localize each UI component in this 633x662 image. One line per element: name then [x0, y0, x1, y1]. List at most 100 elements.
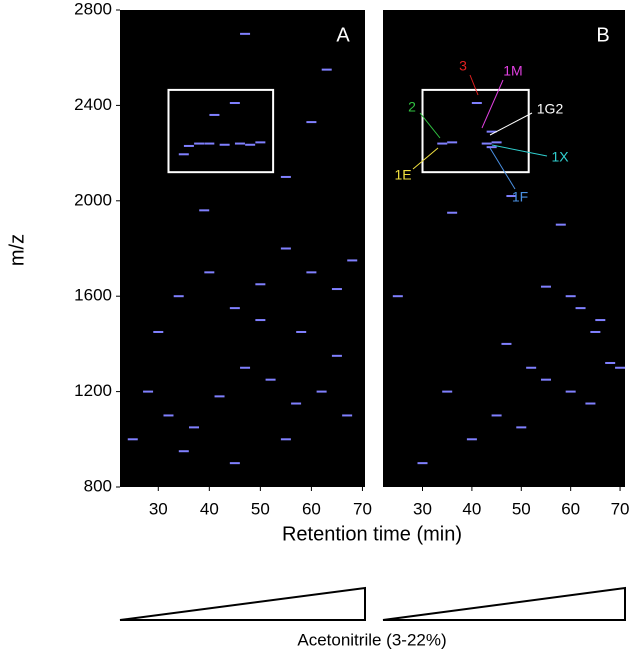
annotation: 1G2 — [537, 101, 564, 117]
spot — [296, 330, 307, 333]
spot — [255, 283, 266, 286]
x-tick-label: 50 — [251, 499, 270, 518]
y-tick-label: 1200 — [74, 381, 112, 400]
spot — [240, 366, 251, 369]
y-tick-label: 1600 — [74, 286, 112, 305]
y-tick-label: 2000 — [74, 190, 112, 209]
x-tick-label: 60 — [302, 499, 321, 518]
annotation: 1M — [503, 63, 522, 79]
spot — [506, 195, 517, 198]
spot — [255, 141, 266, 144]
spot — [347, 259, 358, 262]
spot — [204, 271, 215, 274]
spot — [491, 414, 502, 417]
gradient-label: Acetonitrile (3-22%) — [297, 630, 446, 649]
spot — [245, 143, 256, 146]
x-tick-label: 70 — [353, 499, 372, 518]
spot — [178, 450, 189, 453]
spot — [178, 153, 189, 156]
plot-area — [383, 10, 625, 487]
x-tick-label: 30 — [413, 499, 432, 518]
spot — [540, 285, 551, 288]
spot — [575, 307, 586, 310]
spot — [234, 142, 245, 145]
spot — [555, 223, 566, 226]
spot — [447, 141, 458, 144]
spot — [516, 426, 527, 429]
spot — [204, 142, 215, 145]
spot — [540, 378, 551, 381]
spot — [565, 390, 576, 393]
spot — [321, 68, 332, 71]
spot — [183, 144, 194, 147]
spot — [590, 330, 601, 333]
spot — [442, 390, 453, 393]
spot — [417, 462, 428, 465]
spot — [240, 32, 251, 35]
x-tick-label: 50 — [512, 499, 531, 518]
annotation-line — [489, 112, 533, 136]
spot — [199, 209, 210, 212]
spot — [173, 295, 184, 298]
y-tick-label: 2800 — [74, 0, 112, 18]
annotation: 1E — [394, 167, 411, 183]
spot — [486, 130, 497, 133]
spot — [331, 288, 342, 291]
spot — [194, 142, 205, 145]
y-tick-label: 800 — [84, 476, 112, 495]
annotation: 1X — [551, 149, 569, 165]
spot — [491, 141, 502, 144]
spot — [447, 211, 458, 214]
annotation-line — [419, 112, 441, 139]
annotation-line — [412, 147, 439, 170]
spot — [437, 142, 448, 145]
annotation-line — [469, 74, 479, 96]
spot — [280, 175, 291, 178]
spot — [466, 438, 477, 441]
panel-label: B — [596, 24, 609, 46]
spot — [306, 121, 317, 124]
spot — [265, 378, 276, 381]
spot — [291, 402, 302, 405]
annotation-line — [491, 144, 548, 157]
spot — [214, 395, 225, 398]
x-tick-label: 40 — [462, 499, 481, 518]
spot — [280, 247, 291, 250]
spot — [486, 146, 497, 149]
spot — [585, 402, 596, 405]
spot — [605, 361, 616, 364]
x-tick-label: 40 — [200, 499, 219, 518]
highlight-box — [167, 88, 275, 174]
spot — [565, 295, 576, 298]
spot — [229, 462, 240, 465]
x-tick-label: 60 — [561, 499, 580, 518]
spot — [481, 142, 492, 145]
spot — [595, 319, 606, 322]
annotation-line — [489, 147, 516, 190]
y-axis-label: m/z — [6, 234, 28, 266]
y-tick-label: 2400 — [74, 95, 112, 114]
spot — [306, 271, 317, 274]
x-tick-label: 70 — [611, 499, 630, 518]
spot — [143, 390, 154, 393]
spot — [526, 366, 537, 369]
x-tick-label: 30 — [149, 499, 168, 518]
spot — [189, 426, 200, 429]
spot — [219, 143, 230, 146]
spot — [280, 438, 291, 441]
spot — [615, 366, 626, 369]
gradient-triangle — [382, 586, 626, 621]
spot — [392, 295, 403, 298]
annotation-line — [481, 79, 504, 129]
annotation: 2 — [408, 99, 416, 115]
x-axis-label: Retention time (min) — [282, 523, 462, 545]
spot — [331, 354, 342, 357]
annotation: 1F — [512, 189, 528, 205]
spot — [501, 342, 512, 345]
spot — [316, 390, 327, 393]
spot — [229, 102, 240, 105]
spot — [471, 102, 482, 105]
spot — [127, 438, 138, 441]
annotation: 3 — [459, 58, 467, 74]
spot — [153, 330, 164, 333]
